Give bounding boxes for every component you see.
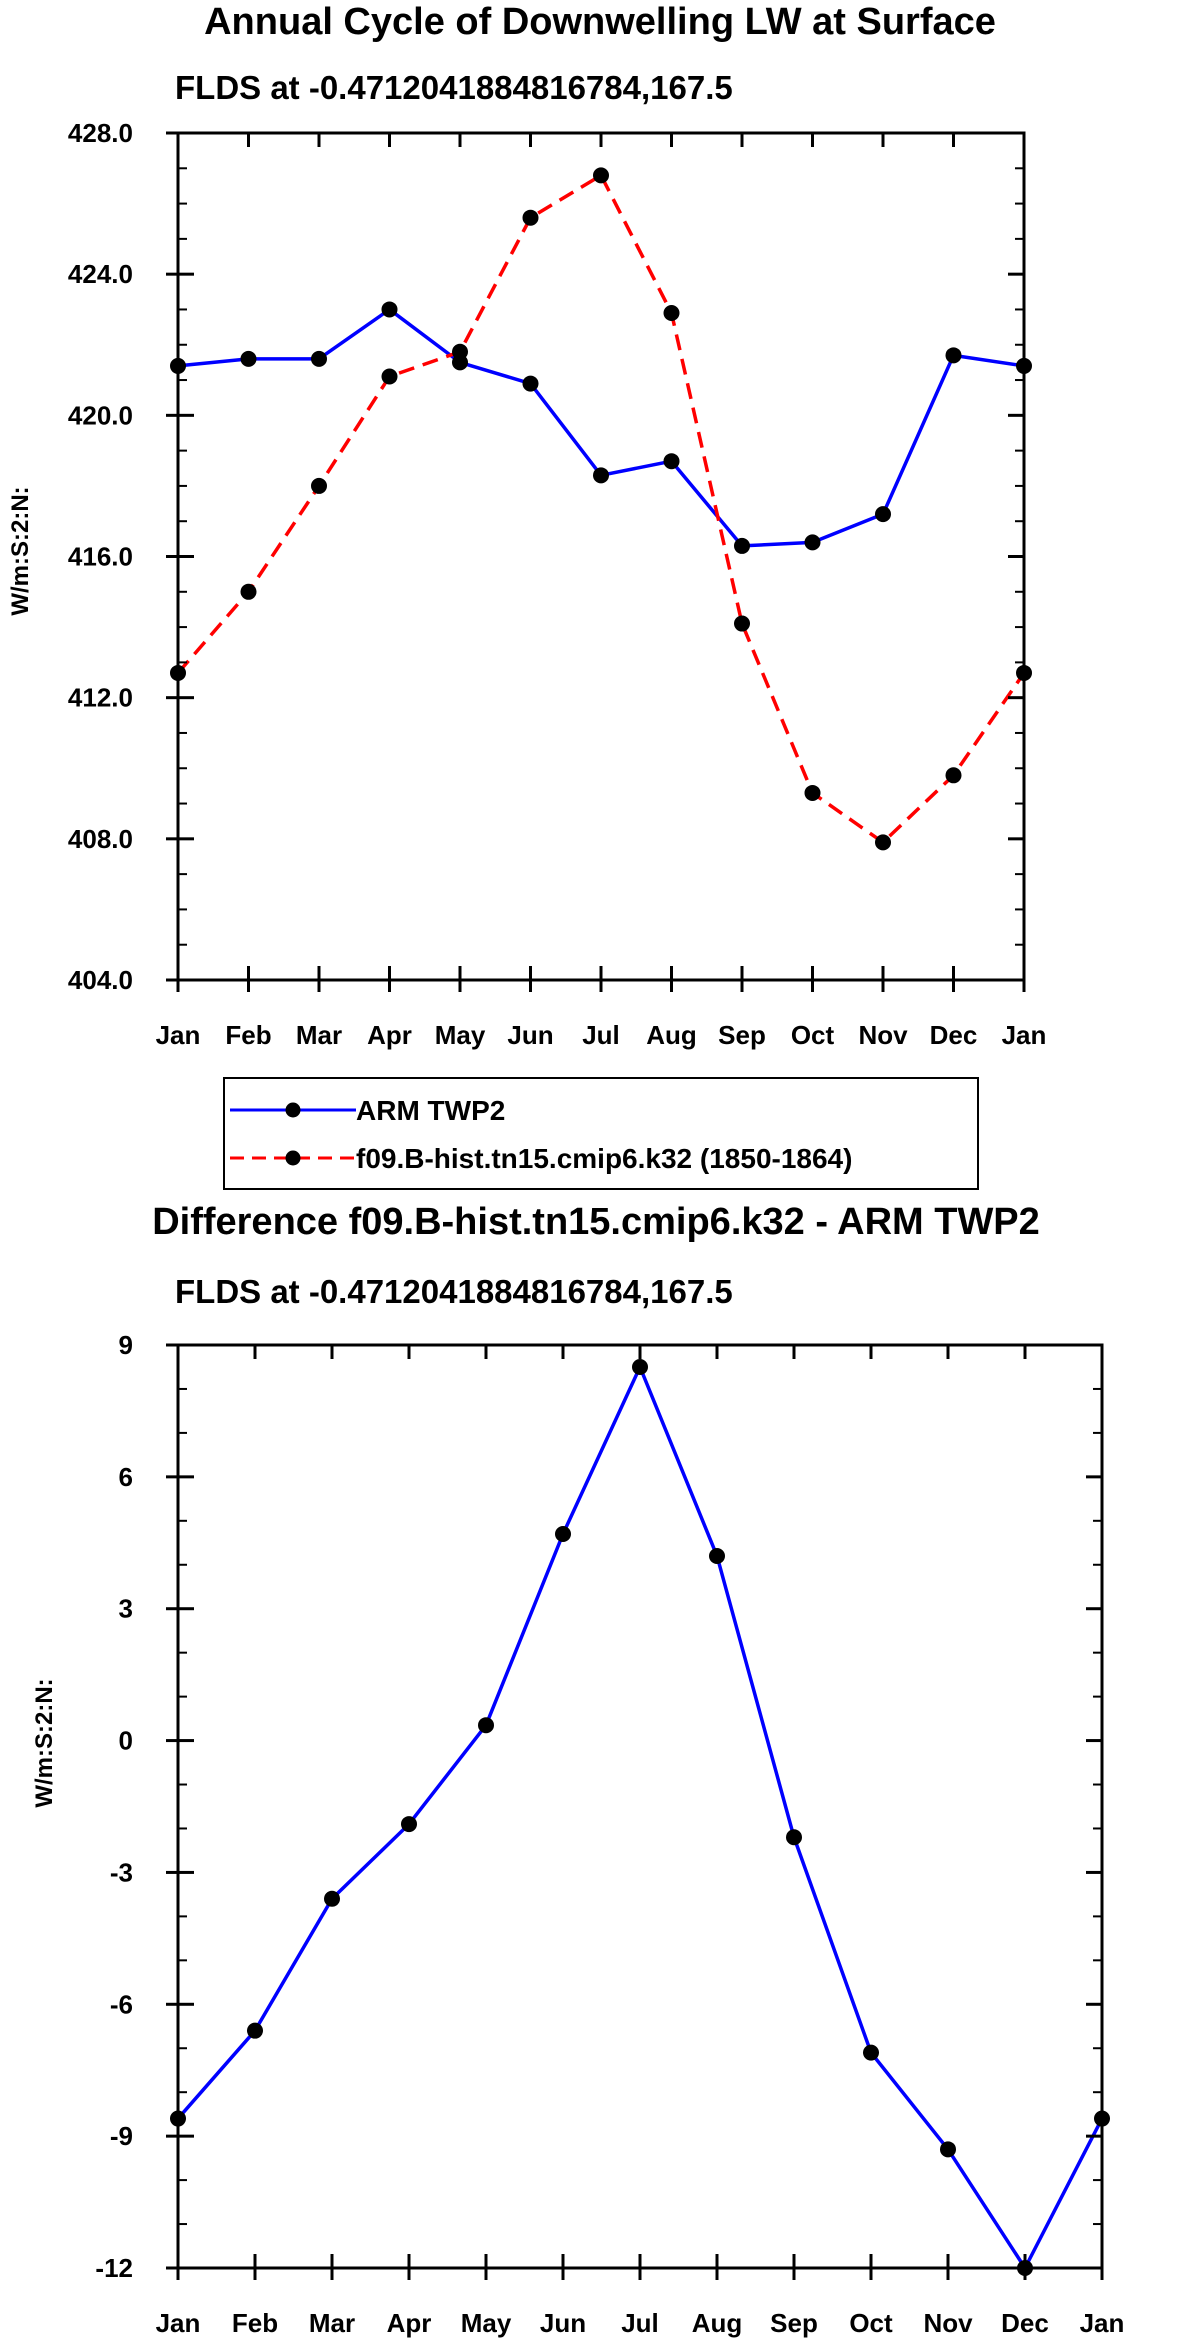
data-point [804,784,821,801]
x-tick-label: Jul [582,1020,620,1050]
chart1-subtitle: FLDS at -0.4712041884816784,167.5 [175,69,733,106]
x-tick-label: Jan [1080,2308,1125,2338]
annual-cycle-chart: Annual Cycle of Downwelling LW at Surfac… [7,1,1047,1190]
data-point [945,347,962,364]
x-tick-label: Jun [507,1020,553,1050]
y-tick-label: 6 [119,1462,133,1492]
x-tick-label: Dec [930,1020,978,1050]
data-point [311,350,327,367]
data-point [875,834,891,851]
data-point [381,368,398,385]
legend-marker-model [285,1150,301,1166]
y-tick-label: 424.0 [68,259,133,289]
y-tick-label: 404.0 [68,965,133,995]
y-tick-label: 412.0 [68,683,133,713]
legend-label-arm-twp2: ARM TWP2 [356,1095,505,1126]
x-tick-label: Sep [718,1020,766,1050]
x-tick-label: Oct [791,1020,835,1050]
x-tick-label: Feb [232,2308,278,2338]
legend-marker-arm-twp2 [285,1102,301,1118]
data-point [945,767,962,784]
x-tick-label: Jan [156,2308,201,2338]
data-point [875,506,891,523]
legend-label-model: f09.B-hist.tn15.cmip6.k32 (1850-1864) [356,1143,852,1174]
x-tick-label: Apr [367,1020,412,1050]
series-line-1 [176,173,1026,845]
y-tick-label: -12 [95,2253,133,2283]
x-tick-label: May [435,1020,486,1050]
difference-chart: Difference f09.B-hist.tn15.cmip6.k32 - A… [31,1201,1124,2338]
x-tick-label: Mar [309,2308,355,2338]
data-point [240,583,257,600]
y-tick-label: 3 [119,1594,133,1624]
x-tick-label: Feb [225,1020,271,1050]
data-point [734,615,750,632]
x-tick-label: Aug [646,1020,697,1050]
y-tick-label: 0 [119,1726,133,1756]
chart2-subtitle: FLDS at -0.4712041884816784,167.5 [175,1273,733,1310]
x-tick-label: Jan [156,1020,201,1050]
data-point [324,1890,340,1907]
y-tick-label: 408.0 [68,824,133,854]
y-tick-label: 416.0 [68,542,133,572]
x-tick-label: Apr [387,2308,432,2338]
x-tick-label: Jun [540,2308,586,2338]
data-point [709,1547,725,1564]
chart1-title: Annual Cycle of Downwelling LW at Surfac… [204,1,996,43]
chart2-plot-frame [176,1343,1104,2270]
x-tick-label: Mar [296,1020,342,1050]
data-point [401,1816,417,1833]
series-line-0 [176,1365,1104,2270]
data-point [555,1525,571,1542]
chart2-title: Difference f09.B-hist.tn15.cmip6.k32 - A… [152,1201,1040,1243]
chart2-y-axis-label: W/m:S:2:N: [31,1678,58,1807]
legend-box [223,1077,979,1190]
x-tick-label: Jul [621,2308,659,2338]
data-point [478,1717,494,1734]
data-point [863,2044,879,2061]
x-tick-label: Nov [923,2308,973,2338]
x-tick-label: Jan [1002,1020,1047,1050]
data-point [247,2022,263,2039]
data-point [663,304,680,321]
y-tick-label: 428.0 [68,118,133,148]
data-point [593,467,609,484]
x-tick-label: May [461,2308,512,2338]
x-tick-label: Aug [692,2308,743,2338]
data-point [804,534,821,551]
y-tick-label: -3 [110,1857,133,1887]
y-tick-label: 9 [119,1330,133,1360]
x-tick-label: Oct [849,2308,893,2338]
x-tick-label: Nov [858,1020,908,1050]
data-point [663,453,680,470]
data-point [632,1358,648,1375]
data-point [522,209,539,226]
data-point [522,375,539,392]
y-tick-label: 420.0 [68,400,133,430]
data-point [593,167,609,184]
y-tick-label: -6 [110,1989,133,2019]
chart1-y-axis-label: W/m:S:2:N: [7,486,34,615]
x-tick-label: Sep [770,2308,818,2338]
data-point [311,477,327,494]
data-point [734,537,750,554]
chart1-plot-frame [176,131,1026,982]
data-point [786,1829,802,1846]
data-point [240,350,257,367]
data-point [452,343,468,360]
series-line-0 [177,307,1025,548]
chart1-legend: ARM TWP2 f09.B-hist.tn15.cmip6.k32 (1850… [223,1077,979,1190]
y-tick-label: -9 [110,2121,133,2151]
x-tick-label: Dec [1001,2308,1049,2338]
data-point [940,2141,956,2158]
data-point [381,301,398,318]
